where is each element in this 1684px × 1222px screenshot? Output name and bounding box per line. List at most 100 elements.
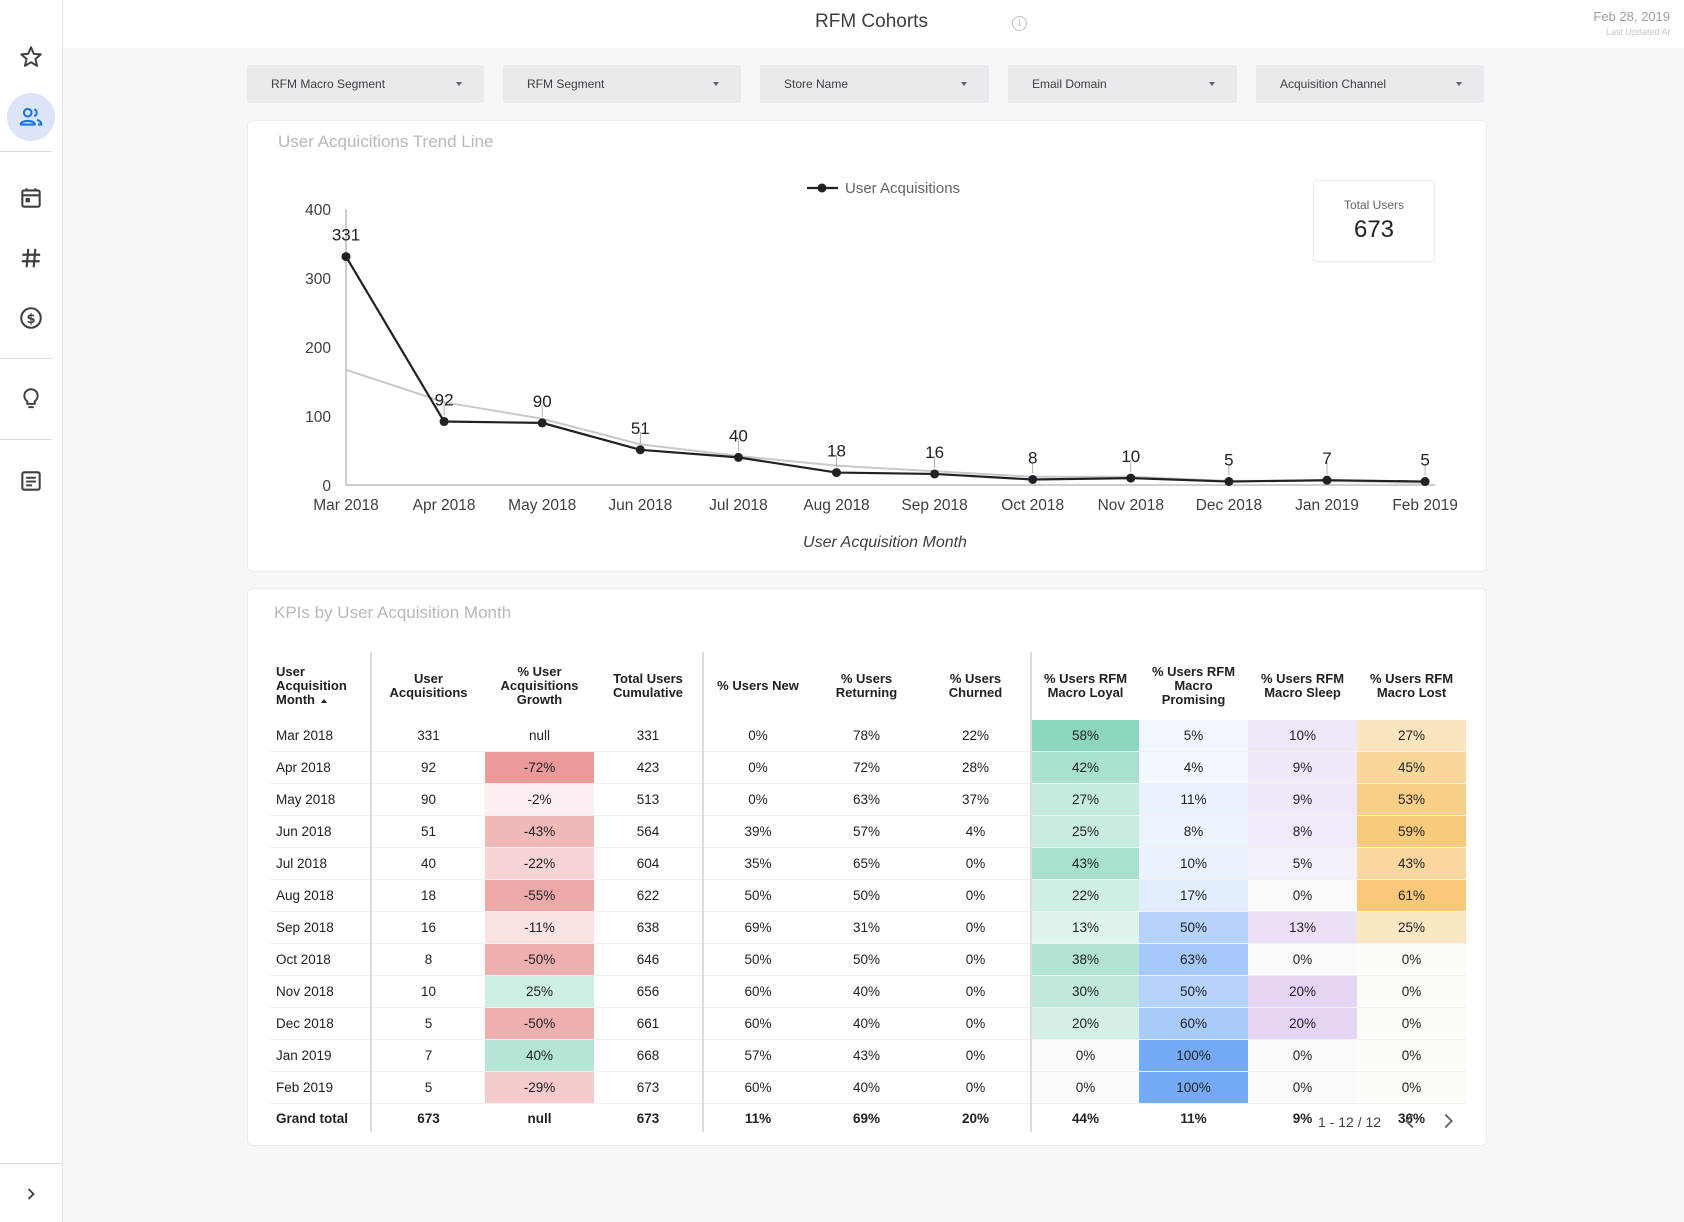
- table-cell: -43%: [485, 815, 594, 848]
- column-header[interactable]: User Acquisitions: [371, 652, 485, 720]
- svg-text:$: $: [26, 312, 35, 327]
- sidebar-item-calendar[interactable]: [0, 176, 62, 220]
- table-cell: 10: [371, 975, 485, 1008]
- table-cell: 0%: [1248, 879, 1357, 912]
- table-cell: 0%: [703, 751, 812, 784]
- x-tick-label: Dec 2018: [1196, 497, 1262, 514]
- column-header[interactable]: % Users New: [703, 652, 812, 720]
- table-row: Sep 2018 16 -11% 638 69% 31% 0% 13% 50% 13% 25%: [268, 911, 1466, 944]
- sidebar-item-reports[interactable]: [0, 459, 62, 503]
- sidebar-divider: [0, 1163, 62, 1164]
- x-tick-label: Nov 2018: [1098, 497, 1164, 514]
- document-icon: [21, 471, 41, 491]
- table-cell: 8: [371, 943, 485, 976]
- filter-label: RFM Segment: [527, 77, 605, 91]
- table-cell: 0%: [1357, 1071, 1466, 1104]
- table-cell: 0%: [1031, 1071, 1139, 1104]
- table-cell: 0%: [921, 1039, 1032, 1072]
- y-tick-label: 0: [322, 478, 331, 495]
- table-cell: 37%: [921, 783, 1032, 816]
- table-cell: Jan 2019: [268, 1039, 372, 1072]
- sidebar-expand-button[interactable]: [0, 1172, 62, 1216]
- column-header[interactable]: Total Users Cumulative: [594, 652, 704, 720]
- chevron-right-icon: [1444, 1113, 1453, 1129]
- previous-page-button[interactable]: [1399, 1110, 1421, 1132]
- chevron-down-icon: [713, 82, 719, 86]
- filter-acquisition-channel[interactable]: Acquisition Channel: [1256, 65, 1484, 103]
- column-header[interactable]: % Users Returning: [812, 652, 921, 720]
- table-cell: 36%: [1397, 1110, 1426, 1126]
- sidebar-item-numbers[interactable]: [0, 236, 62, 280]
- table-cell: Apr 2018: [268, 751, 372, 784]
- info-icon[interactable]: i: [1012, 16, 1027, 31]
- column-header[interactable]: % Users RFM Macro Loyal: [1031, 652, 1139, 720]
- chevron-down-icon: [1456, 82, 1462, 86]
- table-cell: 11%: [744, 1110, 772, 1126]
- table-cell: 78%: [812, 720, 921, 752]
- table-cell: 50%: [703, 943, 812, 976]
- users-icon: [19, 107, 43, 126]
- filter-email-domain[interactable]: Email Domain: [1008, 65, 1237, 103]
- data-label: 331: [332, 226, 360, 245]
- table-cell: null: [485, 720, 594, 752]
- table-cell: 0%: [921, 911, 1032, 944]
- table-cell: 18: [371, 879, 485, 912]
- data-point: [439, 417, 449, 427]
- column-header[interactable]: % Users RFM Macro Lost: [1357, 652, 1466, 720]
- column-header[interactable]: % Users Churned: [921, 652, 1032, 720]
- table-row: Nov 2018 10 25% 656 60% 40% 0% 30% 50% 20% 0%: [268, 975, 1466, 1008]
- table-cell: 673: [594, 1071, 704, 1104]
- sidebar-divider: [0, 151, 52, 152]
- data-point: [341, 252, 351, 262]
- column-header[interactable]: % User Acquisitions Growth: [485, 652, 594, 720]
- table-cell: 100%: [1139, 1039, 1248, 1072]
- filter-rfm-macro-segment[interactable]: RFM Macro Segment: [247, 65, 484, 103]
- x-tick-label: Sep 2018: [901, 497, 967, 514]
- table-cell: 0%: [703, 720, 812, 752]
- table-cell: 39%: [703, 815, 812, 848]
- column-header[interactable]: User Acquisition Month: [268, 652, 372, 720]
- column-header-label: % Users RFM Macro Promising: [1151, 664, 1236, 707]
- table-cell: 5: [371, 1007, 485, 1040]
- table-cell: 0%: [1248, 1039, 1357, 1072]
- star-icon: [20, 46, 42, 67]
- table-cell: 25%: [485, 975, 594, 1008]
- next-page-button[interactable]: [1437, 1110, 1459, 1132]
- table-cell: 28%: [921, 751, 1032, 784]
- sidebar-item-revenue[interactable]: $: [0, 296, 62, 340]
- table-cell: 25%: [1031, 815, 1139, 848]
- table-cell: 423: [594, 751, 704, 784]
- table-cell: 10%: [1248, 720, 1357, 752]
- x-axis-title: User Acquisition Month: [803, 534, 967, 551]
- sidebar-item-favorites[interactable]: [0, 35, 62, 79]
- sidebar-item-insights[interactable]: [0, 377, 62, 421]
- filter-store-name[interactable]: Store Name: [760, 65, 989, 103]
- sidebar-item-users[interactable]: [0, 93, 62, 141]
- data-point: [537, 418, 547, 428]
- table-cell: 59%: [1357, 815, 1466, 848]
- dollar-icon: $: [20, 307, 42, 329]
- column-header[interactable]: % Users RFM Macro Sleep: [1248, 652, 1357, 720]
- grand-total-row: Grand total 673 null 673 11% 69% 20% 44% 11% 9% 36…: [268, 1103, 1466, 1132]
- x-tick-label: Oct 2018: [1001, 497, 1064, 514]
- trend-line-series: [345, 368, 1426, 484]
- column-header-label: % Users RFM Macro Loyal: [1043, 671, 1128, 700]
- column-header[interactable]: % Users RFM Macro Promising: [1139, 652, 1248, 720]
- calendar-icon: [21, 188, 41, 208]
- table-cell: 92: [371, 751, 485, 784]
- table-cell: 331: [594, 720, 704, 752]
- table-cell: 61%: [1357, 879, 1466, 912]
- table-cell: 0%: [1357, 1007, 1466, 1040]
- table-cell: 5: [371, 1071, 485, 1104]
- table-cell: 661: [594, 1007, 704, 1040]
- table-row: Apr 2018 92 -72% 423 0% 72% 28% 42% 4% 9% 45%: [268, 751, 1466, 784]
- table-cell: 50%: [703, 879, 812, 912]
- table-cell: 40%: [812, 1071, 921, 1104]
- sidebar-divider: [0, 439, 52, 440]
- x-tick-label: May 2018: [508, 497, 576, 514]
- y-tick-label: 400: [305, 202, 331, 219]
- column-header-label: User Acquisition Month: [276, 664, 347, 707]
- legend-marker: [817, 183, 827, 193]
- filter-rfm-segment[interactable]: RFM Segment: [503, 65, 741, 103]
- table-cell: 0%: [921, 975, 1032, 1008]
